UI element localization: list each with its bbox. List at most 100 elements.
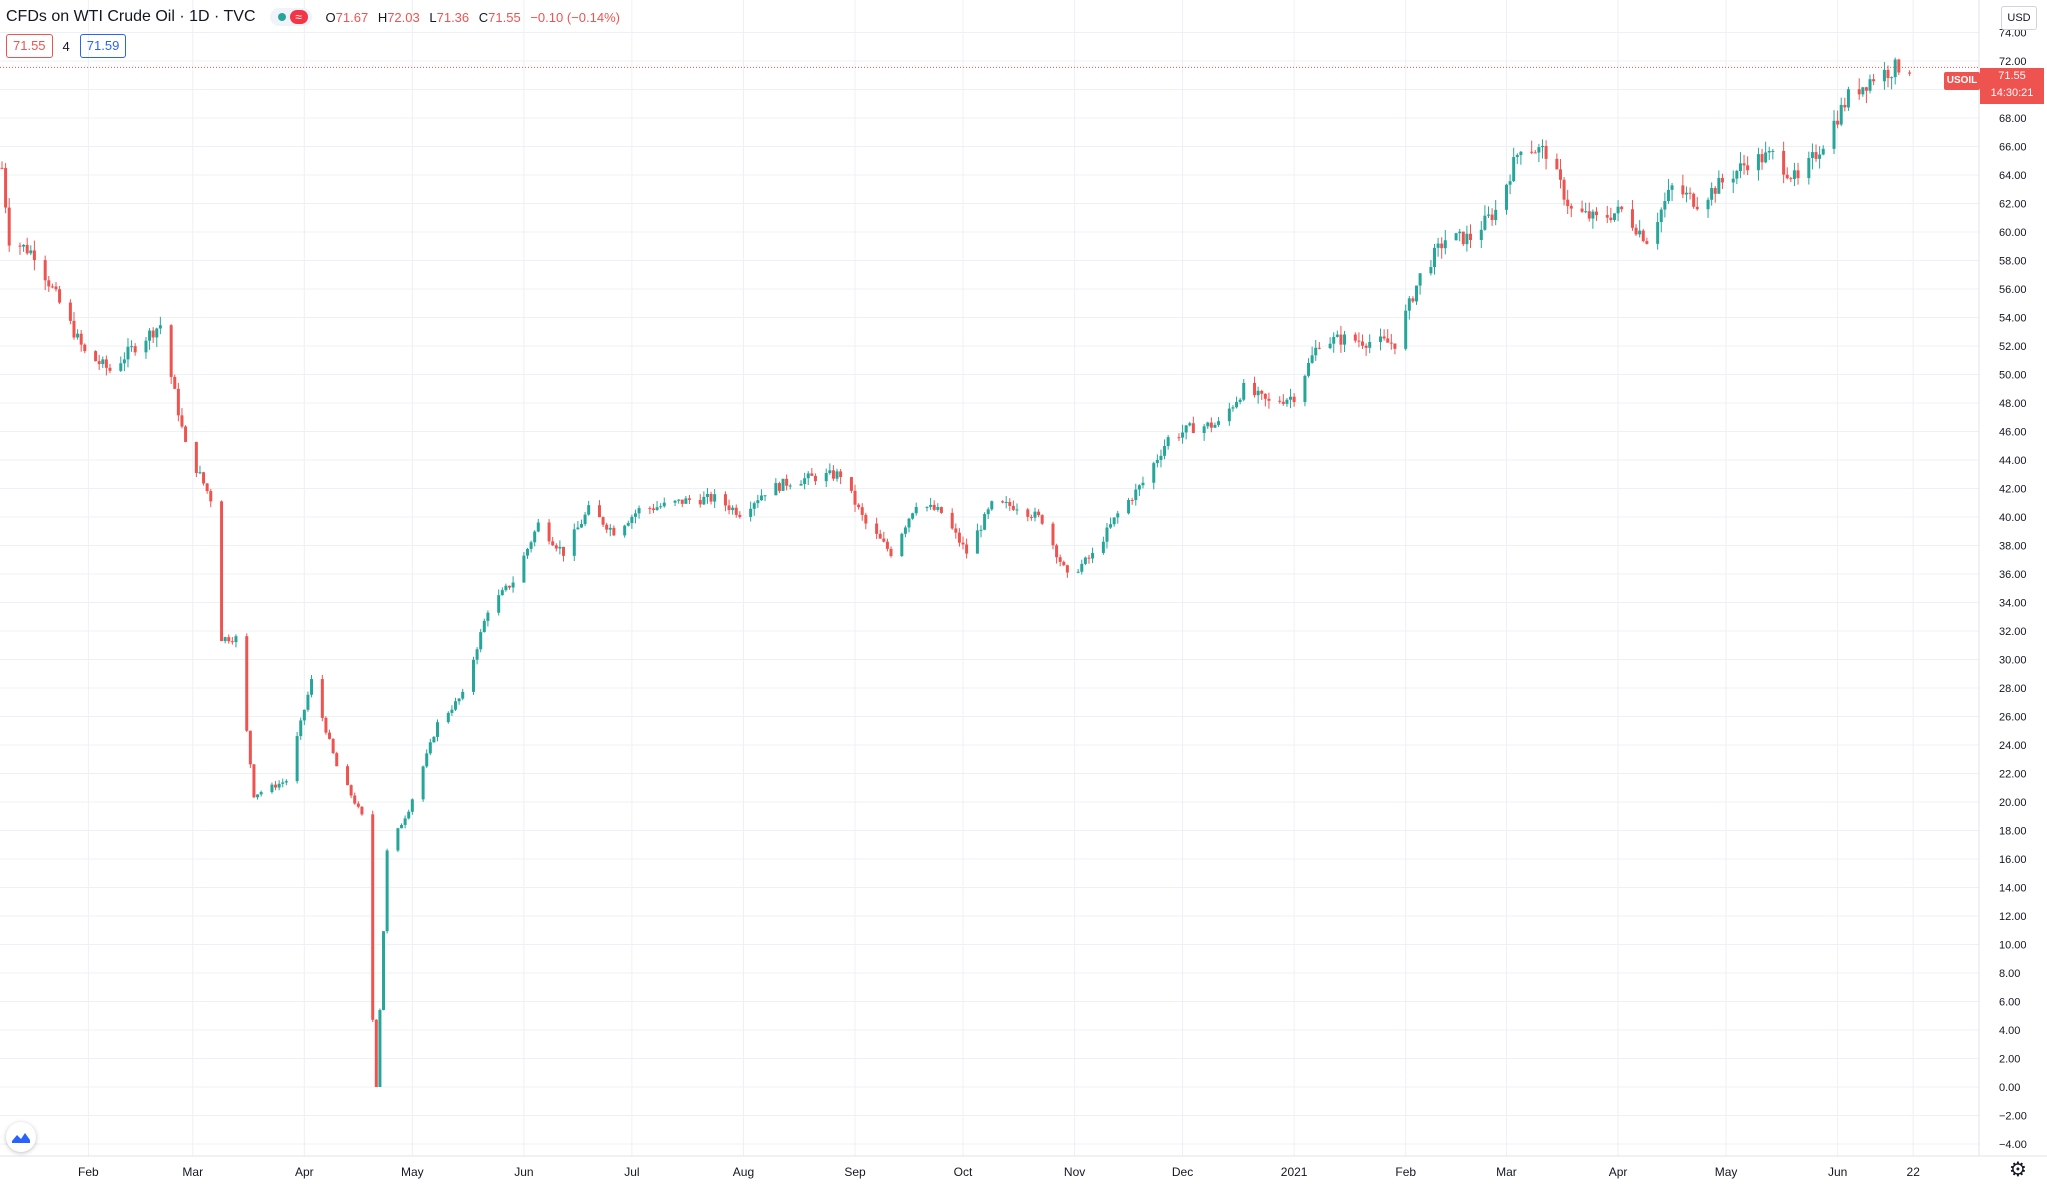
candle-body [119, 363, 123, 371]
candle-body [1533, 152, 1537, 154]
candle-body [1116, 513, 1120, 518]
candle-body [803, 478, 807, 484]
candle-body [605, 524, 609, 530]
candle-body [1184, 425, 1188, 433]
candle-body [436, 722, 440, 737]
candle-body [220, 501, 224, 642]
candle-body [979, 529, 983, 531]
currency-button[interactable]: USD [2001, 6, 2037, 30]
candle-body [831, 470, 835, 479]
candle-body [1357, 340, 1361, 342]
symbol-price-tag: USOIL [1944, 72, 1980, 90]
candle-body [1555, 158, 1559, 170]
tradingview-logo-icon[interactable] [6, 1122, 36, 1152]
candle-body [1314, 347, 1318, 356]
candle-body [1091, 552, 1095, 559]
candle-body [1109, 524, 1113, 528]
candle-body [1814, 152, 1818, 159]
candle-body [94, 351, 98, 362]
candle-body [1328, 343, 1332, 349]
candle-body [497, 595, 501, 613]
candle-body [630, 516, 634, 523]
candle-body [1343, 334, 1347, 345]
y-tick-label: 16.00 [1999, 854, 2027, 866]
candle-body [612, 527, 616, 536]
candle-body [1494, 209, 1498, 221]
x-tick-label: Mar [1496, 1165, 1517, 1179]
candle-body [763, 495, 767, 497]
candle-body [47, 280, 51, 287]
candle-body [270, 784, 274, 793]
candle-body [281, 782, 285, 784]
candle-body [554, 545, 558, 549]
candle-body [1209, 422, 1213, 428]
spread-value: 4 [62, 38, 70, 54]
candle-body [1368, 342, 1372, 348]
candle-body [425, 753, 429, 767]
candle-body [1886, 69, 1890, 79]
candle-body [662, 502, 666, 507]
high-value: 72.03 [387, 9, 420, 25]
candle-body [1436, 243, 1440, 248]
sell-price-button[interactable]: 71.55 [6, 34, 53, 58]
candle-body [813, 475, 817, 482]
candle-body [1177, 437, 1181, 439]
candle-body [482, 620, 486, 633]
candle-body [184, 426, 188, 442]
market-open-dot-icon [277, 13, 286, 21]
buy-price-button[interactable]: 71.59 [79, 34, 127, 58]
candle-body [849, 477, 853, 491]
candle-body [1317, 347, 1321, 349]
candle-body [32, 250, 36, 261]
candle-body [1796, 170, 1800, 179]
candle-body [223, 637, 227, 642]
candle-body [1713, 188, 1717, 194]
candle-body [1267, 398, 1271, 401]
candle-body [382, 931, 386, 1011]
candle-body [1307, 362, 1311, 376]
candle-body [857, 504, 861, 508]
close-value: 71.55 [488, 9, 521, 25]
candle-body [1670, 185, 1674, 190]
y-tick-label: 74.00 [1999, 28, 2027, 40]
candle-body [108, 367, 112, 371]
candle-body [698, 499, 702, 505]
candle-body [1386, 338, 1390, 343]
candle-body [1616, 206, 1620, 214]
candle-body [1562, 179, 1566, 200]
candle-body [1908, 72, 1912, 74]
candle-body [68, 302, 72, 321]
candle-body [1029, 516, 1033, 518]
candle-body [1630, 209, 1634, 228]
candle-body [227, 637, 231, 642]
candle-body [1792, 170, 1796, 179]
y-tick-label: 32.00 [1999, 626, 2027, 638]
candle-body [432, 736, 436, 743]
candle-body [1641, 230, 1645, 242]
candle-body [1055, 545, 1059, 558]
symbol-title[interactable]: CFDs on WTI Crude Oil · 1D · TVC [6, 8, 256, 25]
y-tick-label: −4.00 [1999, 1139, 2027, 1151]
market-status-pill[interactable]: ≈ [269, 8, 312, 26]
x-tick-label: Oct [954, 1165, 973, 1179]
candle-body [1227, 408, 1231, 422]
candle-body [122, 359, 126, 364]
candle-body [1584, 211, 1588, 213]
candle-body [1242, 382, 1246, 400]
x-tick-label: Jul [624, 1165, 639, 1179]
candle-body [1001, 501, 1005, 503]
candle-body [1361, 341, 1365, 346]
candle-body [1339, 334, 1343, 345]
tradingview-logo-shape [12, 1133, 30, 1143]
candle-body [633, 513, 637, 517]
chart-settings-gear-icon[interactable]: ⚙ [2009, 1159, 2027, 1181]
candle-body [601, 517, 605, 525]
candle-body [990, 501, 994, 510]
candle-body [1785, 174, 1789, 179]
last-price-label: 71.55 14:30:21 [1980, 68, 2044, 104]
x-tick-label: Sep [844, 1165, 866, 1179]
candle-body [828, 470, 832, 474]
candle-body [684, 498, 688, 504]
candle-body [360, 806, 364, 815]
